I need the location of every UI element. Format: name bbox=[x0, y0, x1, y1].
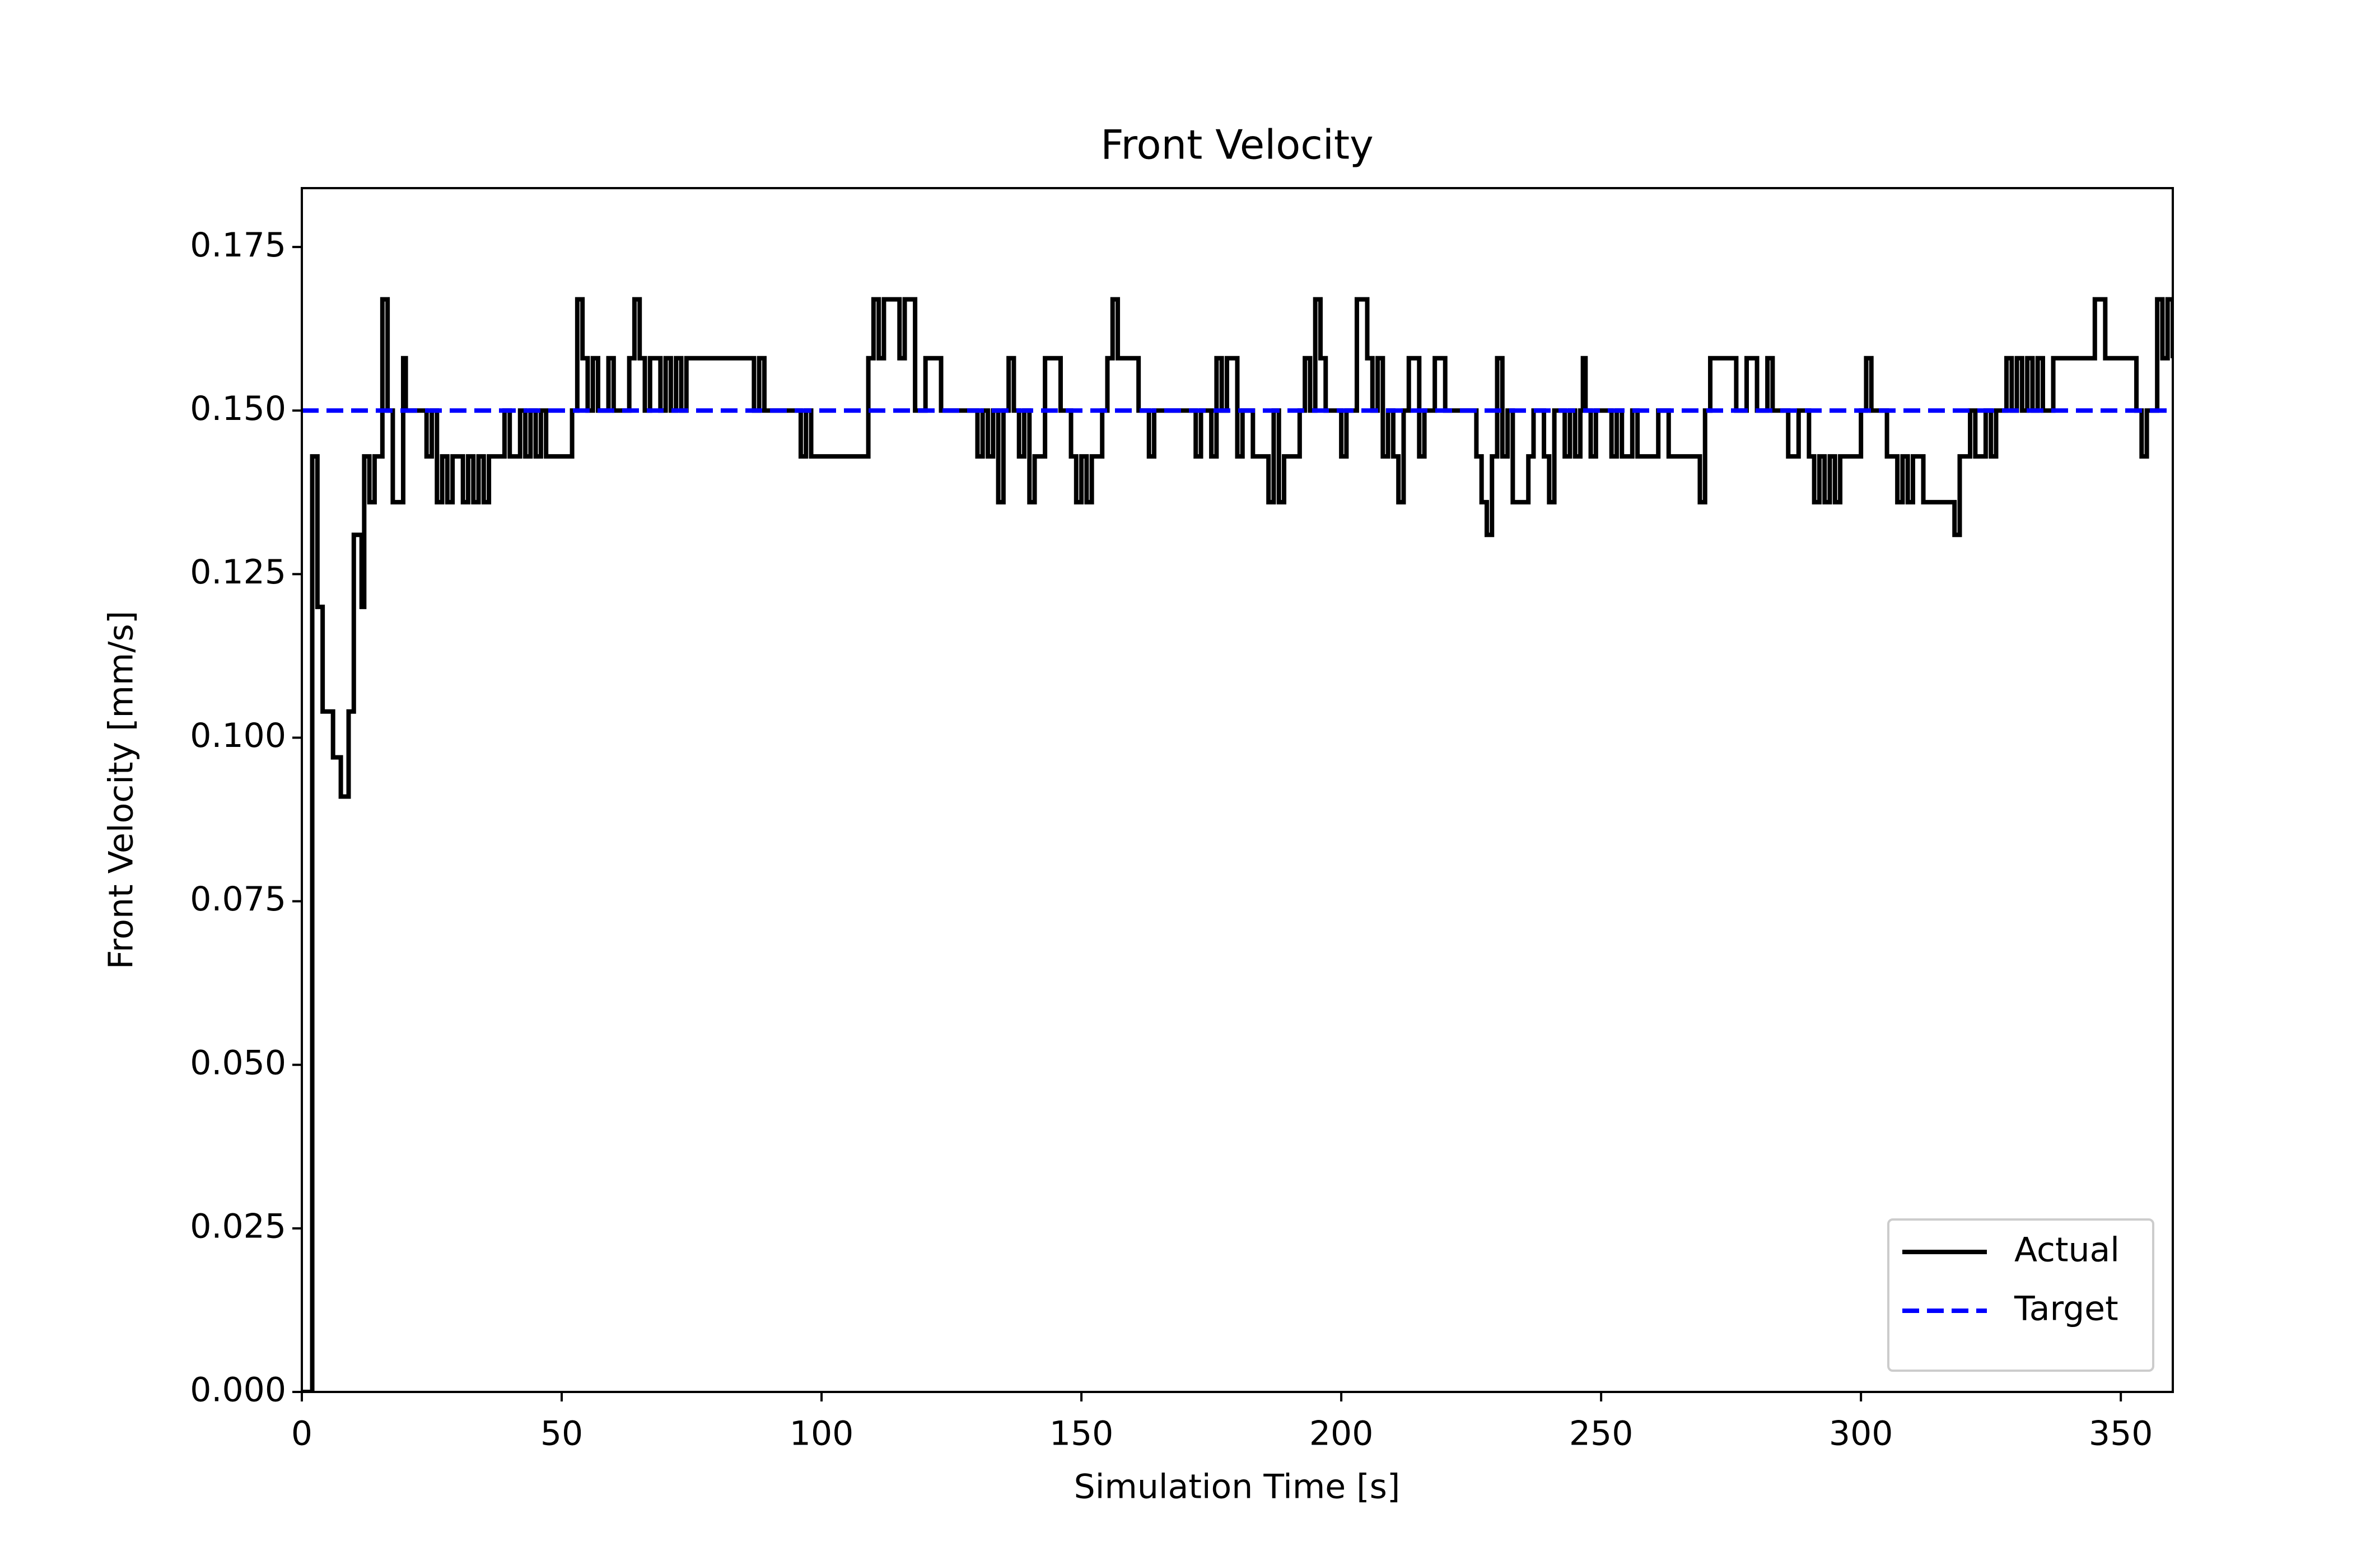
x-tick-label: 350 bbox=[2089, 1414, 2153, 1454]
y-tick-label: 0.000 bbox=[190, 1371, 286, 1410]
plot-frame bbox=[301, 187, 2174, 1393]
x-tick-label: 250 bbox=[1569, 1414, 1634, 1454]
x-tick-label: 150 bbox=[1049, 1414, 1114, 1454]
y-tick-label: 0.100 bbox=[190, 716, 286, 755]
x-tick-label: 0 bbox=[291, 1414, 312, 1454]
x-tick-label: 200 bbox=[1309, 1414, 1374, 1454]
y-tick-label: 0.175 bbox=[190, 226, 286, 265]
legend-box bbox=[1887, 1218, 2154, 1372]
chart-title: Front Velocity bbox=[1100, 122, 1373, 169]
legend-label: Target bbox=[2014, 1289, 2118, 1329]
y-tick-label: 0.025 bbox=[190, 1207, 286, 1246]
y-tick-label: 0.050 bbox=[190, 1043, 286, 1082]
y-tick-label: 0.150 bbox=[190, 389, 286, 428]
y-tick-label: 0.125 bbox=[190, 553, 286, 592]
y-axis-label: Front Velocity [mm/s] bbox=[102, 611, 141, 969]
x-tick-label: 300 bbox=[1829, 1414, 1893, 1454]
y-tick-label: 0.075 bbox=[190, 880, 286, 919]
x-axis-label: Simulation Time [s] bbox=[1074, 1468, 1401, 1507]
x-tick-label: 50 bbox=[540, 1414, 583, 1454]
x-tick-label: 100 bbox=[790, 1414, 854, 1454]
series-line bbox=[302, 297, 2173, 1392]
legend-label: Actual bbox=[2014, 1231, 2120, 1270]
